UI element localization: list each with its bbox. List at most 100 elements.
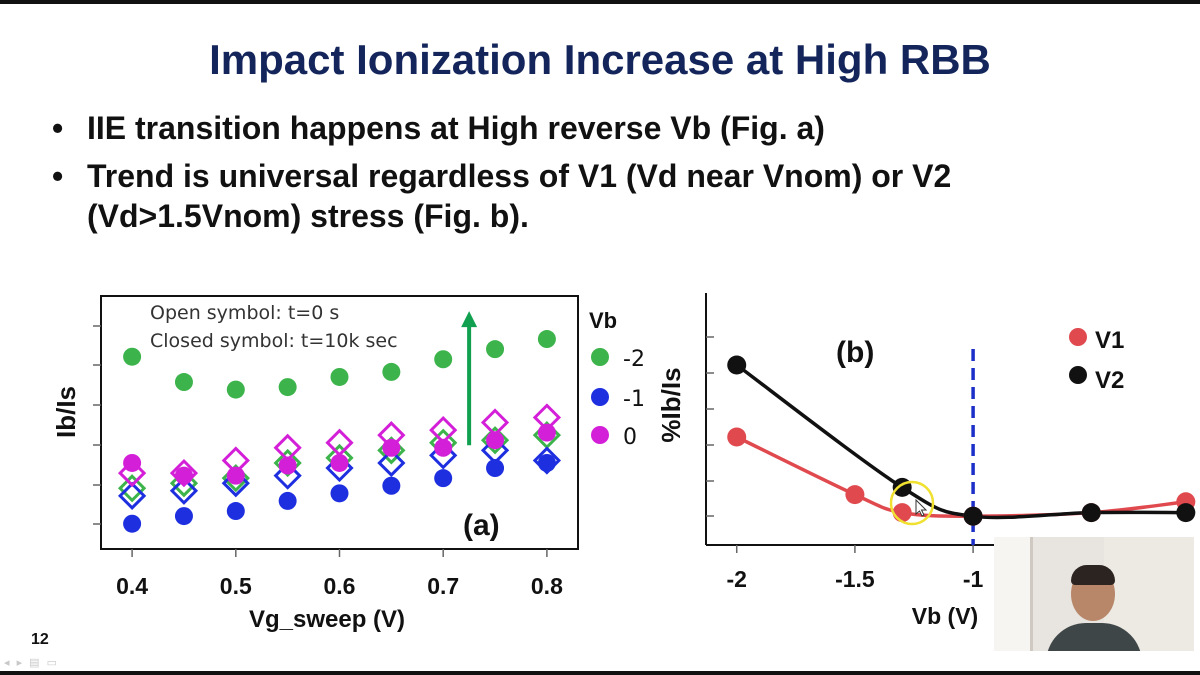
panel-a-xtick-label: 0.5: [220, 573, 252, 599]
panel-b-ylabel: %Ib/Is: [656, 367, 686, 442]
closed-dot-magenta: [123, 453, 142, 472]
open-diamond-magenta: [325, 428, 354, 457]
series-point-v1: [892, 503, 912, 523]
slide-bottom-border: [0, 671, 1200, 675]
panel-a-xtick-label: 0.7: [427, 573, 459, 599]
closed-dot-magenta: [330, 453, 349, 472]
legend-marker-green: [591, 348, 609, 366]
panel-a-ylabel: Ib/Is: [51, 386, 81, 438]
closed-dot-magenta: [226, 466, 245, 485]
open-diamond-green: [273, 448, 302, 478]
legend-marker-blue: [591, 388, 609, 406]
open-diamond-magenta: [117, 458, 147, 488]
bullet-list: IIE transition happens at High reverse V…: [52, 108, 1132, 244]
panel-a-arrow: [461, 311, 478, 446]
panel-b-yticks: [706, 336, 714, 517]
panel-b-legend: V1 V2: [1069, 327, 1124, 394]
bullet-item: IIE transition happens at High reverse V…: [52, 108, 1132, 148]
closed-dot-magenta: [174, 466, 193, 485]
open-diamond-blue: [532, 446, 562, 475]
panel-b-xtick-label: -2: [727, 566, 747, 592]
panel-a-label: (a): [463, 509, 500, 542]
closed-dot-green: [434, 350, 453, 369]
open-diamond-magenta: [169, 458, 199, 488]
up-arrow-head: [461, 311, 478, 328]
series-point-v2: [1081, 503, 1101, 523]
closed-dot-green: [174, 373, 193, 392]
open-diamond-magenta: [480, 408, 510, 437]
closed-dot-green: [537, 330, 556, 349]
open-diamond-magenta: [273, 433, 302, 462]
panel-a-marks: [117, 330, 562, 533]
closed-dot-blue: [382, 476, 401, 495]
open-diamond-blue: [377, 448, 406, 478]
panel-a-legend: Vb -2 -1 0: [589, 308, 645, 450]
legend-label: -1: [623, 387, 645, 412]
legend-marker-red: [1069, 328, 1087, 346]
slide-nav-controls[interactable]: ◂ ▸ ▤ ▭: [4, 657, 59, 669]
closed-dot-blue: [123, 514, 142, 533]
closed-dot-green: [123, 347, 142, 366]
panel-a-xtick-label: 0.8: [531, 573, 563, 599]
closed-dot-blue: [226, 502, 245, 521]
legend-marker-black: [1069, 366, 1087, 384]
closed-dot-magenta: [382, 438, 401, 457]
open-diamond-blue: [169, 476, 199, 505]
legend-label: 0: [623, 425, 637, 450]
panel-b-axes: [705, 293, 1000, 546]
slide-title: Impact Ionization Increase at High RBB: [209, 36, 991, 83]
series-line-v1: [735, 435, 1187, 518]
panel-a-xticks: 0.4 0.5 0.6 0.7 0.8: [116, 549, 563, 599]
panel-b-xtick-label: -1.5: [835, 566, 875, 592]
closed-dot-green: [486, 340, 505, 359]
closed-dot-blue: [486, 459, 505, 478]
panel-a-yticks: [93, 325, 101, 525]
panel-a-xtick-label: 0.4: [116, 573, 148, 599]
series-point-v1: [727, 427, 747, 447]
panel-b-xticks: -2 -1.5 -1: [727, 545, 984, 592]
series-point-v2: [727, 355, 747, 375]
panel-b-marks: [727, 355, 1196, 526]
presenter-webcam: [994, 537, 1194, 651]
legend-label: -2: [623, 347, 645, 372]
closed-dot-blue: [330, 484, 349, 503]
panel-b-xtick-label: -1: [963, 566, 984, 592]
panel-a-xlabel: Vg_sweep (V): [249, 606, 405, 633]
closed-dot-green: [226, 380, 245, 399]
annotation-closed-symbol: Closed symbol: t=10k sec: [150, 330, 398, 352]
legend-label: V2: [1095, 367, 1124, 394]
cursor-highlight: [889, 480, 935, 526]
slide-number: 12: [31, 631, 49, 648]
closed-dot-blue: [537, 453, 556, 472]
closed-dot-magenta: [434, 438, 453, 457]
closed-dot-blue: [434, 469, 453, 488]
legend-label: V1: [1095, 327, 1124, 354]
open-diamond-blue: [117, 481, 147, 510]
closed-dot-blue: [174, 507, 193, 526]
closed-dot-green: [278, 378, 297, 397]
mouse-cursor-icon: [915, 498, 928, 517]
slide-top-border: [0, 0, 1200, 4]
series-point-v2: [1176, 503, 1196, 523]
presenter-hair: [1071, 565, 1115, 585]
legend-title: Vb: [589, 308, 617, 333]
annotation-open-symbol: Open symbol: t=0 s: [150, 302, 339, 324]
closed-dot-magenta: [537, 423, 556, 442]
panel-b-label: (b): [836, 336, 874, 369]
series-point-v2: [892, 477, 912, 497]
legend-marker-magenta: [591, 426, 609, 444]
open-diamond-blue: [273, 461, 302, 490]
series-point-v2: [963, 506, 983, 526]
panel-a-xtick-label: 0.6: [324, 573, 356, 599]
panel-b-xlabel: Vb (V): [912, 603, 978, 629]
closed-dot-blue: [278, 491, 297, 510]
series-point-v1: [845, 485, 865, 505]
closed-dot-magenta: [278, 456, 297, 475]
closed-dot-green: [382, 362, 401, 381]
closed-dot-magenta: [486, 431, 505, 450]
closed-dot-green: [330, 367, 349, 386]
open-diamond-green: [117, 474, 147, 503]
webcam-window: [994, 537, 1033, 651]
bullet-item: Trend is universal regardless of V1 (Vd …: [52, 156, 1132, 236]
